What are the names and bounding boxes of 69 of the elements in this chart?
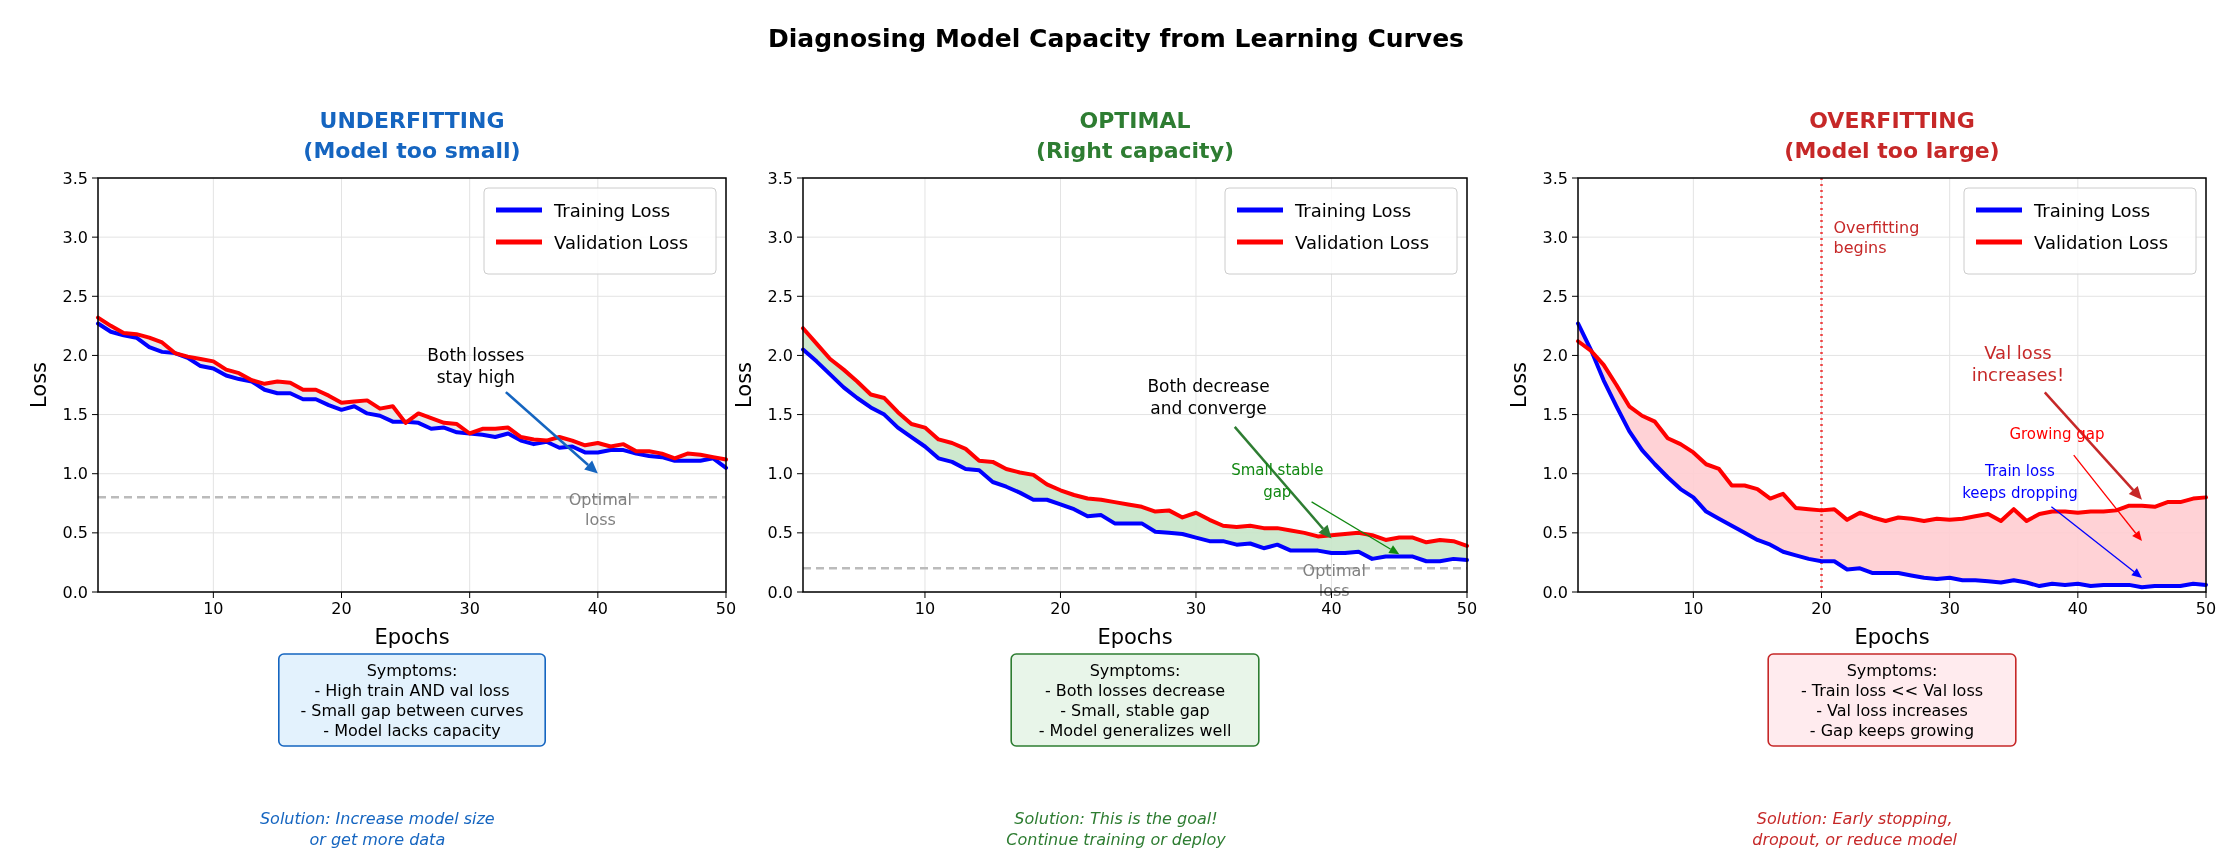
x-tick-label: 20: [1811, 599, 1832, 618]
x-axis-title: Epochs: [1097, 625, 1173, 649]
y-tick-label: 1.5: [1542, 405, 1568, 425]
text: Solution: Increase model size or get more data: [259, 808, 495, 848]
y-tick-label: 3.5: [62, 168, 88, 188]
x-tick-label: 10: [1683, 599, 1704, 618]
legend-label: Training Loss: [1294, 199, 1412, 221]
x-tick-label: 30: [1939, 599, 1960, 618]
x-tick-label: 10: [203, 599, 224, 618]
text: Solution: Early stopping, dropout, or reduce model: [1752, 808, 1958, 848]
y-tick-label: 2.5: [767, 286, 793, 306]
annotation: Both decrease and converge: [1147, 375, 1270, 418]
annotation: Val loss increases!: [1971, 341, 2065, 385]
y-tick-label: 3.0: [1542, 227, 1568, 247]
y-tick-label: 1.0: [62, 464, 88, 484]
annotation: Small stable gap: [1231, 461, 1324, 502]
x-tick-label: 40: [2067, 599, 2089, 618]
y-tick-label: 3.0: [767, 227, 793, 247]
y-tick-label: 0.0: [1542, 582, 1568, 602]
y-tick-label: 2.0: [62, 345, 88, 365]
y-tick-label: 1.5: [62, 405, 88, 425]
y-tick-label: 3.5: [767, 168, 793, 188]
x-tick-label: 50: [715, 599, 737, 618]
chart-title: OVERFITTING (Model too large): [1784, 107, 2000, 163]
text: Symptoms: - Train loss << Val loss - Val loss increases - Gap keeps growing: [1800, 660, 1984, 740]
y-tick-label: 3.5: [1542, 168, 1568, 188]
legend-label: Validation Loss: [1295, 231, 1430, 253]
y-tick-label: 1.0: [767, 464, 793, 484]
y-tick-label: 2.0: [1542, 345, 1568, 365]
ref-line-label: Optimal loss: [568, 489, 633, 529]
chart-title: UNDERFITTING (Model too small): [303, 107, 521, 163]
x-tick-label: 40: [587, 599, 609, 618]
x-tick-label: 50: [2195, 599, 2217, 618]
text: Solution: This is the goal! Continue training or deploy: [1006, 808, 1227, 848]
y-axis-title: Loss: [27, 361, 51, 409]
y-axis-title: Loss: [732, 361, 756, 409]
ref-line-label: Overfitting begins: [1833, 218, 1920, 257]
annotation: Train loss keeps dropping: [1962, 461, 2078, 502]
chart-title: OPTIMAL (Right capacity): [1035, 107, 1235, 163]
text: Symptoms: - Both losses decrease - Small, stable gap - Model generalizes well: [1038, 660, 1232, 740]
legend-label: Validation Loss: [554, 231, 689, 253]
x-axis-title: Epochs: [1854, 625, 1930, 649]
x-tick-label: 30: [1185, 599, 1207, 618]
legend-label: Validation Loss: [2034, 231, 2169, 253]
x-tick-label: 20: [331, 599, 352, 618]
legend-label: Training Loss: [553, 199, 671, 221]
legend-label: Training Loss: [2033, 199, 2151, 221]
x-tick-label: 50: [1456, 599, 1478, 618]
y-tick-label: 1.0: [1542, 464, 1568, 484]
y-tick-label: 0.0: [62, 582, 88, 602]
x-tick-label: 20: [1050, 599, 1071, 618]
x-tick-label: 30: [459, 599, 480, 618]
y-tick-label: 1.5: [767, 405, 793, 425]
text: Symptoms: - High train AND val loss - Small gap between curves - Model lacks capacity: [300, 660, 524, 740]
y-tick-label: 2.0: [767, 345, 793, 365]
y-tick-label: 0.5: [1542, 523, 1568, 543]
y-tick-label: 0.5: [62, 523, 88, 543]
x-tick-label: 40: [1321, 599, 1342, 618]
y-tick-label: 2.5: [62, 286, 88, 306]
line-series: [1576, 339, 2208, 524]
y-axis-title: Loss: [1507, 361, 1531, 409]
annotation: Both losses stay high: [427, 344, 525, 387]
y-tick-label: 3.0: [62, 227, 88, 247]
y-tick-label: 2.5: [1542, 286, 1568, 306]
x-tick-label: 10: [914, 599, 936, 618]
x-axis-title: Epochs: [374, 625, 450, 649]
y-tick-label: 0.0: [767, 582, 793, 602]
y-tick-label: 0.5: [767, 523, 793, 543]
text: Diagnosing Model Capacity from Learning Curves: [768, 23, 1464, 53]
